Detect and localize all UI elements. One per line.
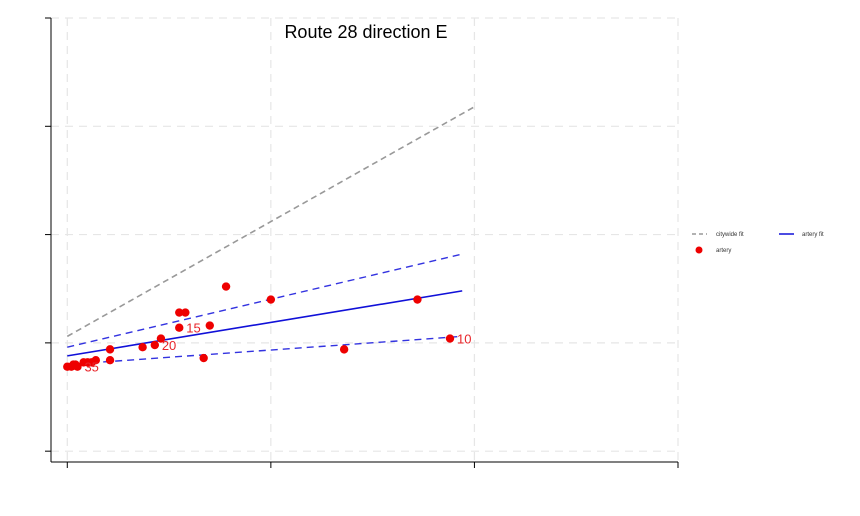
artery-point-21	[339, 345, 349, 354]
point-label-20: 20	[162, 338, 176, 353]
point-label-35: 35	[84, 360, 98, 375]
artery-point-23	[445, 334, 455, 343]
grid	[51, 17, 679, 462]
chart-title: Route 28 direction E	[284, 22, 447, 42]
artery-point-13	[156, 334, 166, 343]
artery-point-19	[221, 282, 231, 291]
artery-point-22	[413, 295, 422, 304]
point-label-15: 15	[186, 321, 200, 336]
artery-point-20	[266, 295, 276, 304]
artery-point-12	[150, 340, 160, 350]
artery-fit-line	[67, 290, 463, 357]
legend: citywide fit artery fit artery	[692, 232, 824, 254]
point-labels: 10 15 20 35	[84, 321, 471, 375]
artery-point-4	[71, 360, 80, 369]
legend-artery-swatch	[695, 246, 703, 254]
artery-point-15	[175, 308, 184, 317]
artery-fit-upper-line	[67, 253, 463, 348]
citywide-fit-line	[66, 106, 475, 338]
legend-artery-label: artery	[716, 248, 731, 254]
artery-point-14	[175, 323, 184, 332]
fit-lines	[66, 106, 475, 366]
legend-citywide-label: citywide fit	[716, 232, 744, 238]
artery-point-16	[181, 308, 190, 317]
artery-point-8	[91, 356, 100, 365]
artery-point-10	[105, 345, 115, 354]
artery-point-11	[138, 343, 147, 352]
artery-point-17	[199, 353, 208, 363]
legend-artery-fit-label: artery fit	[802, 232, 824, 238]
point-label-10: 10	[457, 332, 471, 347]
artery-fit-lower-line	[67, 335, 463, 366]
artery-point-18	[205, 321, 214, 330]
scatter-points	[63, 282, 455, 371]
artery-point-9	[105, 356, 115, 365]
axes	[45, 17, 679, 468]
